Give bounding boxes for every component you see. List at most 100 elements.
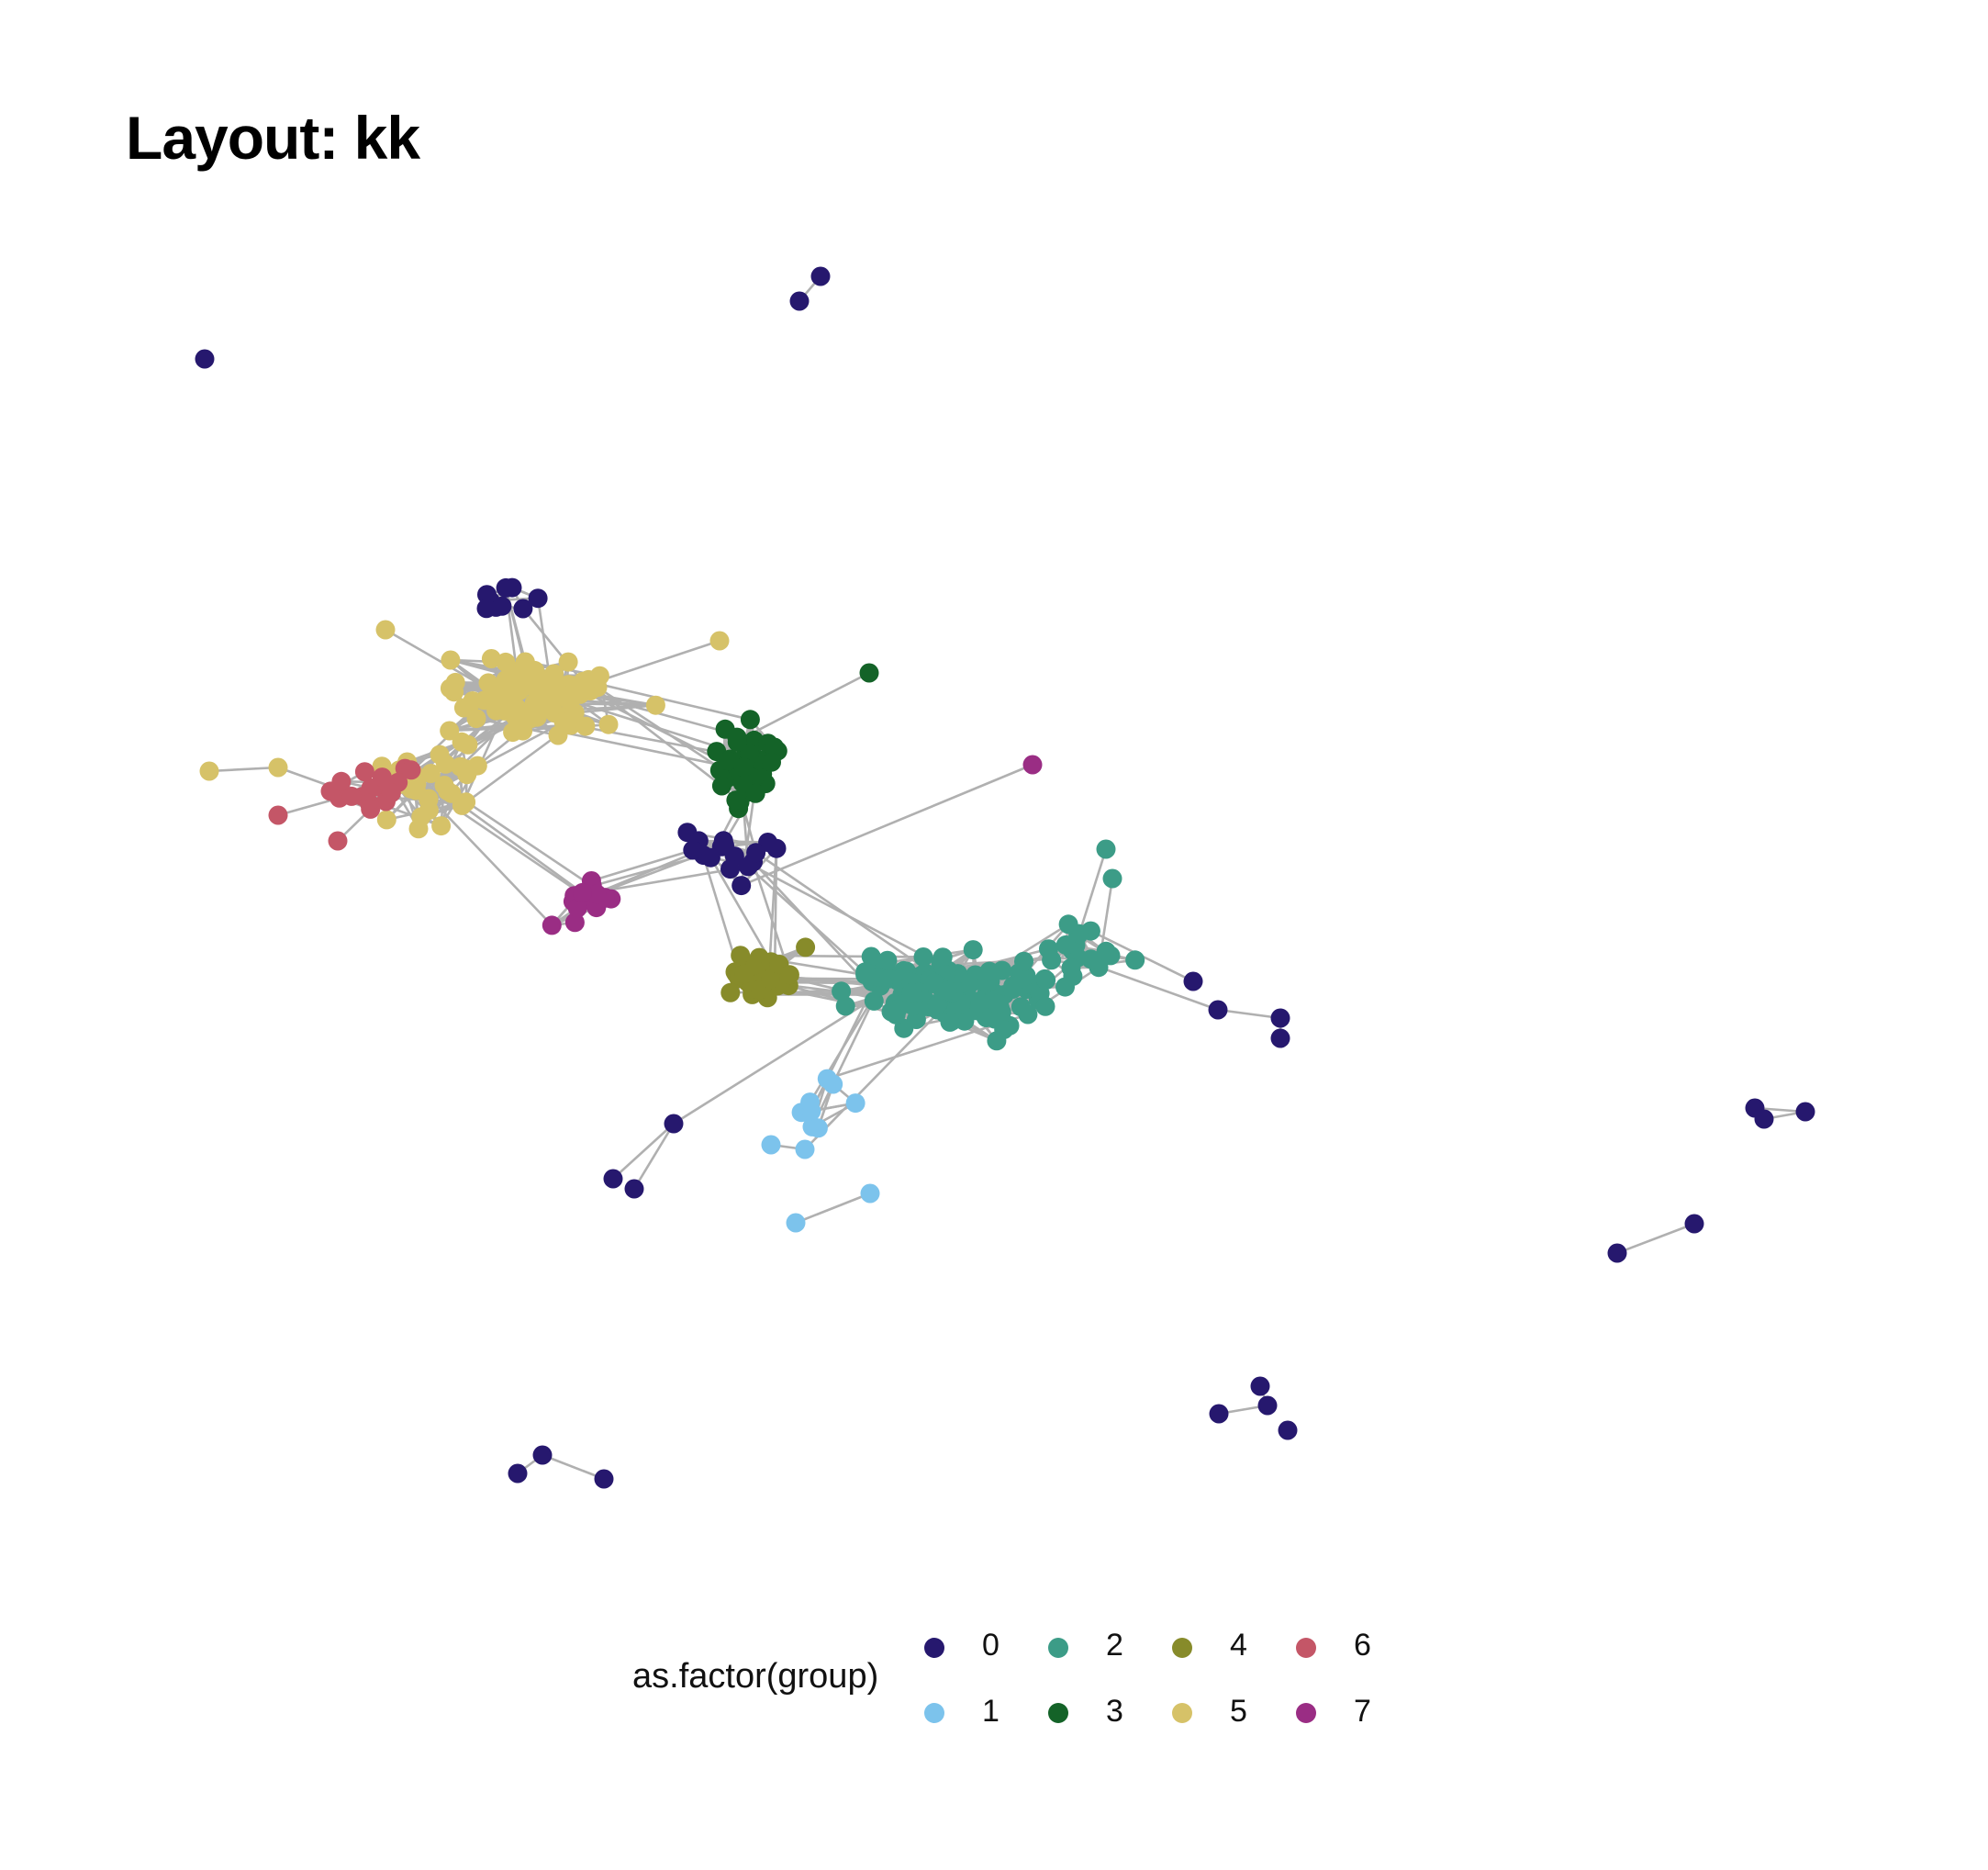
- graph-node-group-5: [513, 721, 533, 741]
- graph-node-group-5: [512, 677, 532, 697]
- legend-key-dot-1: [924, 1703, 944, 1723]
- graph-node-group-7: [567, 898, 587, 918]
- graph-node-group-4: [731, 946, 751, 966]
- legend-key-dot-0: [924, 1638, 944, 1658]
- graph-node-group-1: [800, 1092, 821, 1113]
- graph-node-group-2: [1042, 950, 1062, 970]
- graph-node-group-5: [375, 620, 396, 640]
- graph-node-group-3: [859, 663, 879, 683]
- graph-node-group-0: [508, 1463, 528, 1484]
- graph-node-group-2: [988, 993, 1009, 1013]
- graph-node-group-6: [361, 799, 381, 819]
- graph-node-group-2: [933, 947, 953, 968]
- graph-node-group-0: [732, 876, 752, 896]
- graph-node-group-2: [1102, 868, 1122, 889]
- graph-node-group-3: [715, 719, 735, 739]
- graph-node-group-2: [913, 947, 933, 967]
- graph-node-group-0: [1754, 1109, 1774, 1129]
- graph-edges: [208, 275, 1806, 1481]
- graph-node-group-2: [881, 1002, 901, 1022]
- graph-node-group-5: [645, 695, 665, 715]
- graph-edge: [709, 857, 773, 963]
- graph-node-group-4: [796, 937, 816, 957]
- graph-node-group-0: [594, 1469, 614, 1489]
- graph-node-group-0: [746, 843, 766, 863]
- graph-node-group-4: [779, 965, 799, 985]
- graph-edge: [804, 997, 954, 1150]
- graph-node-group-2: [1036, 970, 1056, 991]
- graph-node-group-5: [466, 709, 486, 729]
- legend-label-4: 4: [1230, 1628, 1247, 1663]
- graph-node-group-0: [513, 599, 533, 619]
- graph-node-group-3: [745, 783, 765, 803]
- graph-node-group-2: [1018, 1004, 1038, 1025]
- graph-node-group-0: [492, 596, 512, 616]
- graph-node-group-3: [726, 790, 746, 811]
- graph-node-group-5: [406, 780, 426, 801]
- graph-node-group-0: [476, 599, 497, 619]
- graph-node-group-0: [1795, 1102, 1815, 1122]
- graph-node-group-2: [1096, 839, 1116, 859]
- graph-node-group-4: [761, 969, 780, 989]
- legend-key-dot-7: [1296, 1703, 1316, 1723]
- graph-node-group-0: [683, 840, 703, 860]
- graph-node-group-0: [528, 588, 548, 609]
- graph-edge: [461, 804, 584, 894]
- graph-node-group-6: [341, 786, 362, 806]
- legend-title: as.factor(group): [632, 1657, 879, 1696]
- legend-key-dot-5: [1172, 1703, 1192, 1723]
- graph-node-group-3: [740, 710, 760, 730]
- graph-node-group-3: [733, 757, 754, 778]
- graph-node-group-1: [786, 1213, 806, 1233]
- graph-node-group-7: [1022, 755, 1043, 775]
- graph-edge: [795, 1192, 871, 1225]
- graph-node-group-2: [864, 991, 884, 1011]
- graph-node-group-5: [515, 652, 535, 672]
- legend-label-1: 1: [982, 1694, 1000, 1729]
- graph-node-group-2: [940, 1012, 960, 1032]
- graph-node-group-5: [420, 764, 441, 783]
- graph-node-group-5: [440, 721, 460, 741]
- graph-node-group-0: [195, 349, 215, 369]
- graph-node-group-2: [1058, 914, 1078, 935]
- graph-node-group-2: [832, 981, 852, 1002]
- graph-node-group-4: [720, 982, 741, 1002]
- graph-node-group-5: [430, 745, 450, 765]
- graph-node-group-5: [467, 756, 487, 776]
- graph-node-group-2: [1002, 980, 1022, 1000]
- graph-node-group-0: [496, 577, 516, 598]
- graph-node-group-3: [727, 732, 747, 752]
- graph-node-group-0: [789, 291, 810, 311]
- graph-node-group-5: [709, 631, 730, 651]
- graph-node-group-0: [1209, 1404, 1229, 1424]
- graph-node-group-2: [1125, 950, 1145, 970]
- graph-node-group-1: [860, 1183, 880, 1204]
- graph-node-group-7: [586, 884, 607, 904]
- graph-node-group-1: [795, 1139, 815, 1159]
- graph-node-group-2: [927, 994, 947, 1014]
- legend-label-2: 2: [1106, 1628, 1123, 1663]
- graph-node-group-5: [376, 810, 396, 830]
- graph-node-group-0: [477, 585, 497, 605]
- graph-node-group-4: [734, 964, 754, 984]
- graph-node-group-5: [524, 705, 544, 725]
- legend-key-dot-2: [1048, 1638, 1068, 1658]
- graph-node-group-2: [1035, 996, 1055, 1016]
- graph-edge: [542, 1453, 605, 1481]
- graph-edge: [810, 985, 882, 1127]
- graph-node-group-2: [979, 961, 1000, 981]
- graph-node-group-5: [452, 732, 472, 752]
- graph-node-group-7: [564, 913, 585, 933]
- legend-label-7: 7: [1354, 1694, 1371, 1729]
- legend-label-6: 6: [1354, 1628, 1371, 1663]
- graph-node-group-0: [1183, 971, 1203, 991]
- graph-node-group-2: [987, 1031, 1007, 1051]
- graph-node-group-5: [478, 673, 498, 693]
- graph-node-group-2: [970, 992, 990, 1013]
- graph-node-group-6: [401, 760, 421, 780]
- graph-node-group-2: [1061, 957, 1081, 978]
- graph-edge: [415, 782, 553, 926]
- graph-node-group-0: [624, 1179, 644, 1199]
- legend-label-3: 3: [1106, 1694, 1123, 1729]
- graph-node-group-2: [963, 940, 983, 960]
